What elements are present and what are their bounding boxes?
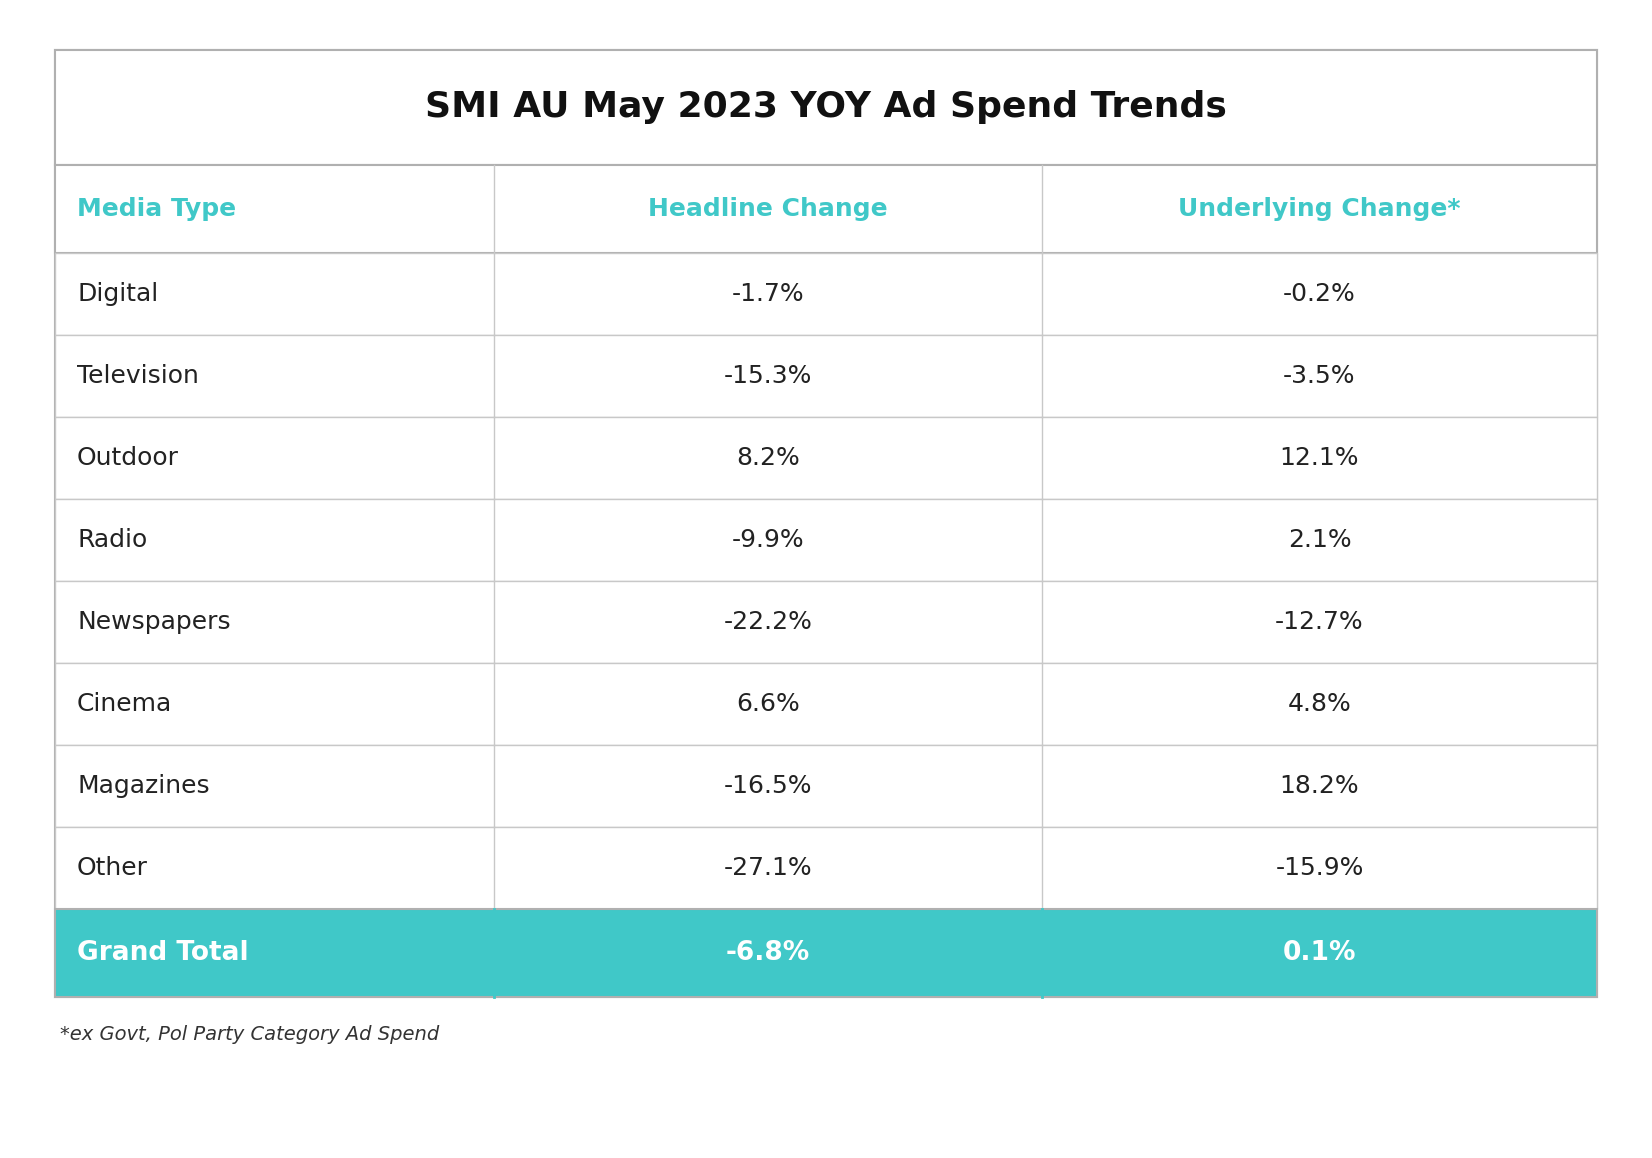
Text: -0.2%: -0.2% — [1284, 283, 1356, 306]
Bar — [55, 909, 1597, 997]
Bar — [55, 664, 1597, 745]
Text: Other: Other — [78, 856, 149, 880]
Text: 18.2%: 18.2% — [1280, 774, 1360, 798]
Text: 6.6%: 6.6% — [737, 692, 800, 716]
Bar — [55, 164, 1597, 252]
Text: -27.1%: -27.1% — [724, 856, 813, 880]
Bar — [55, 335, 1597, 417]
Text: Media Type: Media Type — [78, 197, 236, 221]
Text: -6.8%: -6.8% — [725, 940, 809, 966]
Text: -1.7%: -1.7% — [732, 283, 805, 306]
Text: SMI AU May 2023 YOY Ad Spend Trends: SMI AU May 2023 YOY Ad Spend Trends — [425, 90, 1227, 125]
Text: Radio: Radio — [78, 528, 147, 552]
Text: -3.5%: -3.5% — [1284, 364, 1356, 388]
Text: -9.9%: -9.9% — [732, 528, 805, 552]
Text: 0.1%: 0.1% — [1282, 940, 1356, 966]
Text: 4.8%: 4.8% — [1287, 692, 1351, 716]
Text: Magazines: Magazines — [78, 774, 210, 798]
Text: -22.2%: -22.2% — [724, 610, 813, 633]
Text: -16.5%: -16.5% — [724, 774, 813, 798]
Bar — [55, 417, 1597, 499]
Bar — [55, 499, 1597, 581]
Text: Underlying Change*: Underlying Change* — [1178, 197, 1460, 221]
Bar — [55, 252, 1597, 335]
Text: Outdoor: Outdoor — [78, 446, 178, 470]
Bar — [55, 745, 1597, 827]
Text: -15.9%: -15.9% — [1275, 856, 1363, 880]
Text: Headline Change: Headline Change — [648, 197, 889, 221]
Text: *ex Govt, Pol Party Category Ad Spend: *ex Govt, Pol Party Category Ad Spend — [59, 1025, 439, 1045]
Text: Cinema: Cinema — [78, 692, 172, 716]
Text: Television: Television — [78, 364, 198, 388]
Text: 12.1%: 12.1% — [1280, 446, 1360, 470]
Text: 8.2%: 8.2% — [737, 446, 800, 470]
Bar — [55, 827, 1597, 909]
Bar — [55, 50, 1597, 997]
Text: Digital: Digital — [78, 283, 159, 306]
Text: Newspapers: Newspapers — [78, 610, 231, 633]
Text: -12.7%: -12.7% — [1275, 610, 1365, 633]
Bar — [55, 581, 1597, 664]
Bar — [55, 50, 1597, 164]
Text: -15.3%: -15.3% — [724, 364, 813, 388]
Text: 2.1%: 2.1% — [1287, 528, 1351, 552]
Text: Grand Total: Grand Total — [78, 940, 248, 966]
